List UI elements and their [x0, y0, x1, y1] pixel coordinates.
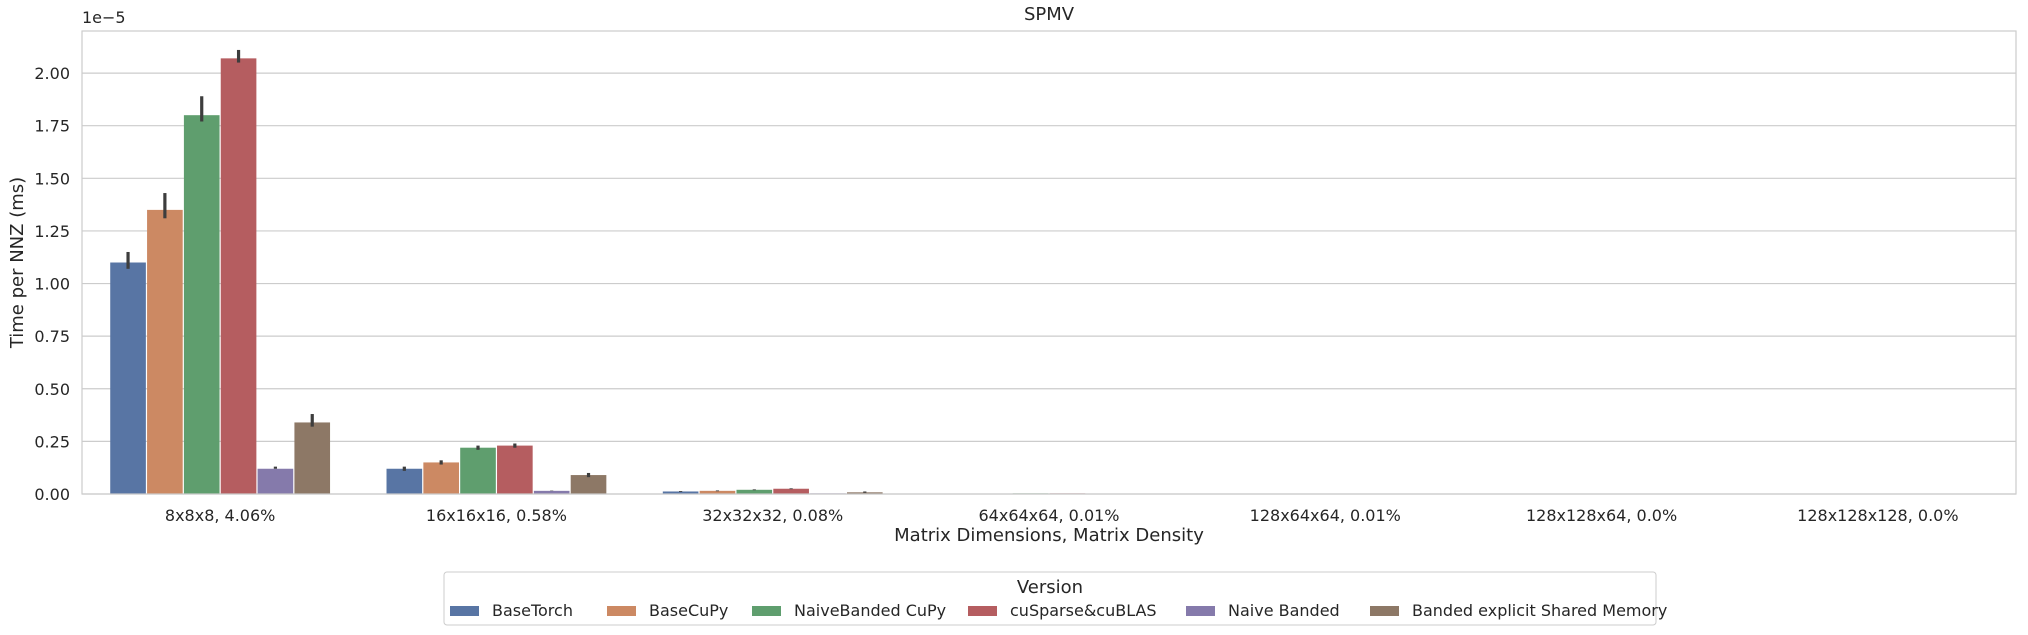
- grid-lines: [82, 72, 2016, 495]
- legend-swatch: [607, 606, 636, 616]
- x-tick-label: 8x8x8, 4.06%: [165, 506, 275, 525]
- y-tick-label: 0.75: [34, 327, 70, 346]
- y-tick-label: 1.00: [34, 275, 70, 294]
- bar: [110, 262, 146, 494]
- bar: [423, 462, 459, 494]
- legend-swatch: [968, 606, 997, 616]
- legend-label: Banded explicit Shared Memory: [1412, 601, 1667, 620]
- y-axis-title: Time per NNZ (ms): [7, 177, 28, 349]
- y-tick-label: 0.50: [34, 380, 70, 399]
- x-tick-label: 128x64x64, 0.01%: [1250, 506, 1401, 525]
- bar: [460, 447, 496, 494]
- bar: [662, 491, 699, 494]
- y-axis-ticks: 0.00 0.25 0.50 0.75 1.00 1.25 1.50 1.75 2.00: [34, 64, 70, 504]
- y-tick-label: 2.00: [34, 64, 70, 83]
- bar: [570, 475, 607, 494]
- bar: [294, 422, 331, 494]
- bar: [699, 490, 736, 494]
- y-tick-label: 1.50: [34, 169, 70, 188]
- y-offset-label: 1e−5: [82, 8, 126, 27]
- legend-swatch: [1370, 606, 1399, 616]
- legend-swatch: [1186, 606, 1215, 616]
- legend-label: BaseCuPy: [649, 601, 728, 620]
- error-bars: [126, 49, 867, 493]
- legend-label: BaseTorch: [492, 601, 573, 620]
- legend: Version BaseTorch BaseCuPy NaiveBanded CuP…: [443, 571, 1667, 626]
- y-tick-label: 1.75: [34, 117, 70, 136]
- legend-label: cuSparse&cuBLAS: [1010, 601, 1157, 620]
- bar: [736, 489, 773, 494]
- bar: [220, 58, 257, 494]
- x-tick-label: 128x128x128, 0.0%: [1797, 506, 1958, 525]
- y-tick-label: 1.25: [34, 222, 70, 241]
- bar: [497, 445, 533, 494]
- bar: [846, 492, 883, 494]
- bar: [257, 468, 294, 494]
- plot-frame: [81, 30, 2017, 495]
- legend-title: Version: [1017, 577, 1083, 598]
- bar: [183, 115, 220, 494]
- legend-box: [443, 571, 1657, 626]
- x-tick-label: 16x16x16, 0.58%: [426, 506, 567, 525]
- chart-title: SPMV: [1024, 4, 1075, 25]
- bars: [110, 58, 1988, 495]
- legend-label: Naive Banded: [1228, 601, 1340, 620]
- legend-items: BaseTorch BaseCuPy NaiveBanded CuPy cuSpars…: [450, 601, 1667, 620]
- x-tick-label: 64x64x64, 0.01%: [978, 506, 1119, 525]
- bar: [386, 468, 423, 494]
- x-axis-ticks: 8x8x8, 4.06% 16x16x16, 0.58% 32x32x32, 0.0…: [165, 506, 1959, 525]
- y-tick-label: 0.00: [34, 485, 70, 504]
- x-tick-label: 128x128x64, 0.0%: [1526, 506, 1677, 525]
- bar: [773, 488, 809, 494]
- bar: [147, 209, 183, 495]
- legend-swatch: [450, 606, 479, 616]
- legend-swatch: [752, 606, 781, 616]
- x-tick-label: 32x32x32, 0.08%: [702, 506, 843, 525]
- x-axis-title: Matrix Dimensions, Matrix Density: [894, 525, 1204, 546]
- bar: [533, 490, 570, 494]
- y-tick-label: 0.25: [34, 432, 70, 451]
- legend-label: NaiveBanded CuPy: [794, 601, 946, 620]
